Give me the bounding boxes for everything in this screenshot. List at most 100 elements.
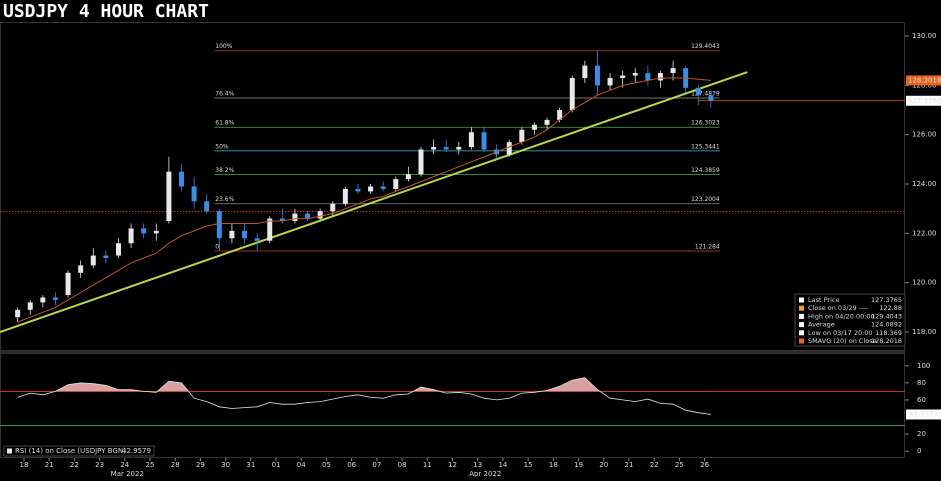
- candle-body: [317, 211, 323, 219]
- candle-body: [229, 230, 235, 239]
- rsi-value-tag: 42.9579: [909, 410, 938, 418]
- candle-body: [632, 73, 638, 76]
- candle-body: [153, 230, 159, 234]
- candle-body: [431, 147, 437, 150]
- x-tick-label: 01: [272, 461, 281, 469]
- candle-body: [620, 75, 626, 78]
- x-tick-label: 28: [171, 461, 180, 469]
- y-tick-label: 124.00: [912, 180, 937, 188]
- legend-value: 129.4043: [871, 312, 902, 320]
- legend-label: Close on 03/29 ----: [808, 304, 869, 312]
- legend-value: 127.3765: [871, 296, 902, 304]
- candle-body: [531, 124, 537, 130]
- x-tick-label: 08: [398, 461, 407, 469]
- fib-value: 124.3859: [691, 167, 720, 174]
- legend-box: [794, 293, 906, 347]
- legend-icon: [799, 338, 804, 344]
- x-tick-label: 21: [45, 461, 54, 469]
- legend-value: 124.0892: [871, 321, 902, 329]
- x-tick-label: 19: [574, 461, 583, 469]
- legend-icon: [799, 330, 804, 336]
- x-tick-label: 23: [95, 461, 104, 469]
- candle-body: [90, 255, 96, 266]
- x-tick-label: 22: [650, 461, 659, 469]
- rsi-panel: [0, 353, 905, 458]
- legend-icon: [799, 313, 804, 319]
- candle-body: [242, 230, 248, 239]
- rsi-y-tick-label: 100: [917, 362, 930, 370]
- candle-body: [594, 65, 600, 86]
- x-tick-label: 24: [120, 461, 129, 469]
- price-tag: 127.3765: [908, 97, 941, 105]
- legend-value: 128.2018: [871, 337, 902, 345]
- candle-body: [657, 73, 663, 81]
- candle-body: [305, 213, 311, 219]
- rsi-legend-box: [3, 445, 155, 457]
- candle-body: [569, 77, 575, 111]
- fib-label: 0: [215, 244, 219, 251]
- month-label: Apr 2022: [469, 470, 501, 477]
- x-tick-label: 12: [448, 461, 457, 469]
- price-tag: 128.2018: [908, 76, 941, 84]
- candle-body: [506, 142, 512, 155]
- candle-body: [468, 132, 474, 148]
- candle-body: [330, 203, 336, 212]
- fib-value: 121.284: [695, 244, 720, 251]
- rsi-y-tick-label: 80: [917, 379, 926, 387]
- month-label: Mar 2022: [111, 470, 144, 477]
- candle-body: [393, 179, 399, 189]
- candle-body: [708, 95, 714, 101]
- rsi-overbought-fill: [55, 377, 601, 392]
- legend-label: SMAVG (20) on Close: [808, 337, 877, 345]
- trendline: [0, 71, 748, 333]
- y-tick-label: 118.00: [912, 328, 937, 336]
- legend-label: Last Price: [808, 296, 839, 304]
- x-tick-label: 20: [599, 461, 608, 469]
- fib-value: 129.4043: [691, 43, 720, 50]
- x-tick-label: 26: [700, 461, 709, 469]
- candle-body: [481, 132, 487, 150]
- y-tick-label: 126.00: [912, 131, 937, 139]
- candle-body: [27, 302, 33, 310]
- x-tick-label: 25: [146, 461, 155, 469]
- legend-icon: [799, 297, 804, 303]
- x-tick-label: 04: [297, 461, 306, 469]
- candle-body: [582, 65, 588, 78]
- x-tick-label: 11: [423, 461, 432, 469]
- candle-body: [254, 238, 260, 241]
- y-tick-label: 130.00: [912, 32, 937, 40]
- candle-body: [179, 171, 185, 187]
- rsi-legend-icon: [7, 448, 12, 454]
- sma-line: [17, 77, 711, 323]
- candle-body: [380, 186, 386, 189]
- candle-body: [40, 297, 46, 303]
- x-tick-label: 29: [196, 461, 205, 469]
- x-tick-label: 15: [524, 461, 533, 469]
- x-tick-label: 07: [372, 461, 381, 469]
- candle-body: [342, 188, 348, 204]
- x-tick-label: 05: [322, 461, 331, 469]
- y-tick-label: 120.00: [912, 279, 937, 287]
- candle-body: [355, 188, 361, 192]
- x-tick-label: 18: [19, 461, 28, 469]
- candle-body: [405, 174, 411, 180]
- legend-icon: [799, 305, 804, 311]
- candle-body: [695, 87, 701, 96]
- candle-body: [443, 147, 449, 150]
- candle-body: [519, 129, 525, 143]
- candle-body: [191, 186, 197, 202]
- price-tag-box: [906, 95, 941, 106]
- legend-icon: [799, 322, 804, 328]
- fib-label: 38.2%: [215, 167, 234, 174]
- candle-body: [15, 309, 21, 318]
- rsi-legend-name: RSI (14) on Close (USDJPY BGN): [15, 447, 126, 455]
- candle-body: [141, 228, 147, 234]
- x-tick-label: 25: [675, 461, 684, 469]
- rsi-legend-value: 42.9579: [122, 447, 151, 455]
- legend-value: 122.88: [879, 304, 902, 312]
- candle-body: [216, 211, 222, 239]
